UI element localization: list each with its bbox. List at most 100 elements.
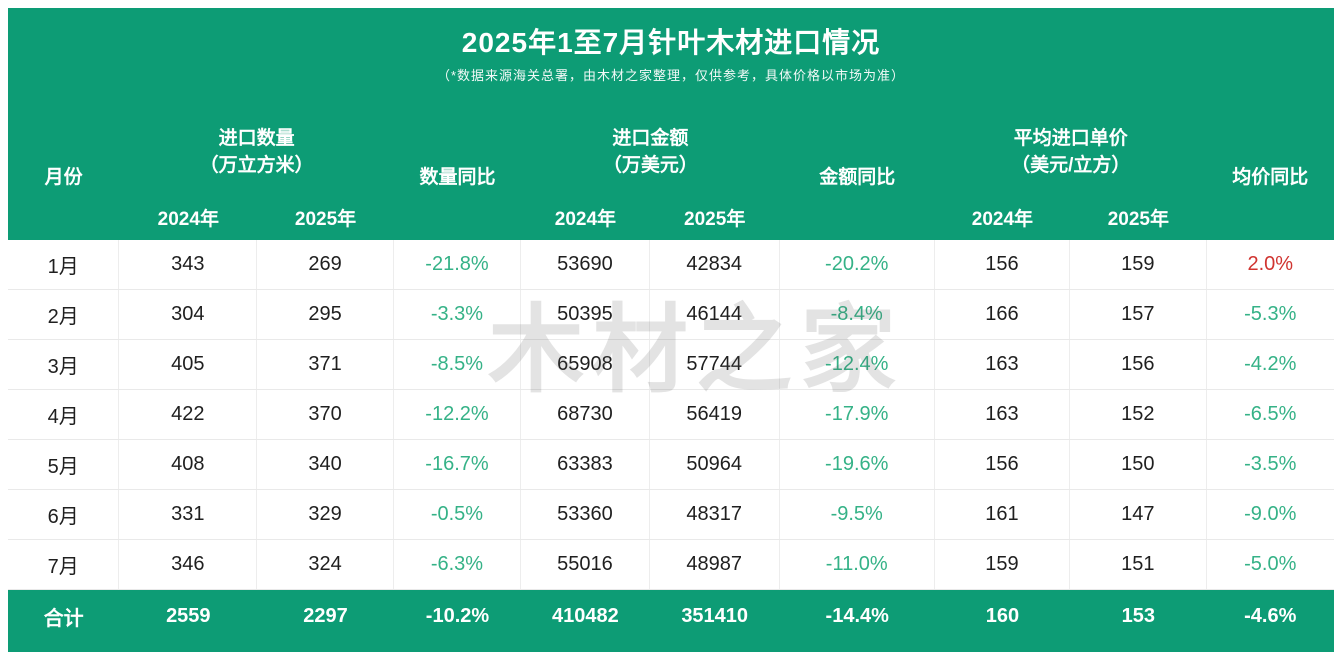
cell-amt-2024: 65908 bbox=[521, 340, 650, 389]
cell-qty-2025: 295 bbox=[257, 290, 394, 339]
cell-price-2024: 156 bbox=[935, 240, 1071, 289]
col-header-amount-yoy: 金额同比 bbox=[819, 166, 896, 188]
col-header-month: 月份 bbox=[44, 166, 83, 188]
cell-price-2024: 159 bbox=[935, 540, 1071, 589]
cell-qty-2024: 343 bbox=[119, 240, 258, 289]
cell-month: 7月 bbox=[8, 540, 120, 589]
cell-qty-2025: 371 bbox=[257, 340, 394, 389]
cell-qty-yoy: -21.8% bbox=[394, 240, 522, 289]
cell-qty-2025: 329 bbox=[257, 490, 394, 539]
cell-amt-2024: 68730 bbox=[521, 390, 650, 439]
cell-price-yoy: -9.0% bbox=[1244, 503, 1297, 525]
col-group-import-quantity-label: 进口数量 bbox=[218, 128, 295, 149]
cell-qty-yoy: -0.5% bbox=[394, 490, 522, 539]
col-group-import-quantity-unit: （万立方米） bbox=[199, 155, 314, 176]
cell-amt-yoy: -11.0% bbox=[780, 540, 935, 589]
cell-price-yoy: -5.0% bbox=[1244, 553, 1297, 575]
cell-price-2025: 159 bbox=[1070, 240, 1207, 289]
cell-price-yoy: -4.2% bbox=[1244, 353, 1297, 375]
cell-total-amt-2025: 351410 bbox=[681, 604, 749, 627]
cell-month: 1月 bbox=[8, 240, 120, 289]
cell-amt-2025: 50964 bbox=[650, 440, 780, 489]
cell-amt-2024: 53690 bbox=[521, 240, 650, 289]
cell-price-2024: 163 bbox=[935, 390, 1071, 439]
cell-total-price-yoy: -4.6% bbox=[1244, 604, 1297, 627]
col-group-import-amount: 进口金额 （万美元） bbox=[521, 110, 780, 194]
cell-amt-yoy: -9.5% bbox=[780, 490, 935, 539]
col-group-import-amount-label: 进口金额 bbox=[612, 128, 689, 149]
cell-qty-2025: 370 bbox=[257, 390, 394, 439]
cell-total-price-2025: 153 bbox=[1121, 604, 1156, 627]
cell-total-price-2024: 160 bbox=[985, 604, 1020, 627]
cell-qty-2024: 422 bbox=[119, 390, 258, 439]
cell-qty-2025: 269 bbox=[257, 240, 394, 289]
cell-amt-2025: 42834 bbox=[650, 240, 780, 289]
cell-price-2025: 150 bbox=[1070, 440, 1207, 489]
cell-qty-yoy: -8.5% bbox=[394, 340, 522, 389]
cell-amt-2025: 48317 bbox=[650, 490, 780, 539]
cell-price-2024: 163 bbox=[935, 340, 1071, 389]
cell-price-2025: 156 bbox=[1070, 340, 1207, 389]
cell-total-qty-2024: 2559 bbox=[166, 604, 211, 627]
cell-price-2025: 157 bbox=[1070, 290, 1207, 339]
cell-qty-yoy: -16.7% bbox=[394, 440, 522, 489]
table-row: 6月 331 329 -0.5% 53360 48317 -9.5% 161 1… bbox=[8, 490, 1334, 540]
col-header-quantity-yoy: 数量同比 bbox=[419, 166, 496, 188]
page-subtitle: （*数据来源海关总署，由木材之家整理，仅供参考，具体价格以市场为准） bbox=[436, 68, 906, 83]
cell-amt-2025: 56419 bbox=[650, 390, 780, 439]
cell-total-label: 合计 bbox=[43, 607, 84, 630]
table-row: 2月 304 295 -3.3% 50395 46144 -8.4% 166 1… bbox=[8, 290, 1334, 340]
col-header-price-2025: 2025年 bbox=[1107, 208, 1169, 230]
cell-price-2025: 151 bbox=[1070, 540, 1207, 589]
cell-qty-yoy: -3.3% bbox=[394, 290, 522, 339]
cell-amt-yoy: -20.2% bbox=[780, 240, 935, 289]
cell-amt-yoy: -17.9% bbox=[780, 390, 935, 439]
cell-amt-2025: 48987 bbox=[650, 540, 780, 589]
cell-qty-2025: 340 bbox=[257, 440, 394, 489]
cell-total-amt-yoy: -14.4% bbox=[825, 604, 889, 627]
cell-qty-yoy: -6.3% bbox=[394, 540, 522, 589]
col-header-price-2024: 2024年 bbox=[971, 208, 1034, 230]
cell-amt-2024: 53360 bbox=[521, 490, 650, 539]
cell-total-qty-yoy: -10.2% bbox=[425, 604, 490, 627]
cell-month: 3月 bbox=[8, 340, 120, 389]
col-group-avg-unit-price-unit: （美元/立方） bbox=[1011, 155, 1131, 176]
import-table-panel: 2025年1至7月针叶木材进口情况 （*数据来源海关总署，由木材之家整理，仅供参… bbox=[8, 8, 1334, 652]
col-group-import-quantity: 进口数量 （万立方米） bbox=[119, 110, 393, 194]
cell-amt-yoy: -19.6% bbox=[780, 440, 935, 489]
table-row: 1月 343 269 -21.8% 53690 42834 -20.2% 156… bbox=[8, 240, 1334, 290]
cell-qty-2024: 408 bbox=[119, 440, 258, 489]
cell-qty-2025: 324 bbox=[257, 540, 394, 589]
col-group-avg-unit-price-label: 平均进口单价 bbox=[1013, 128, 1128, 149]
table-body: 木材之家 1月 343 269 -21.8% 53690 42834 -20.2… bbox=[8, 240, 1334, 642]
table-row: 3月 405 371 -8.5% 65908 57744 -12.4% 163 … bbox=[8, 340, 1334, 390]
total-row: 合计 2559 2297 -10.2% 410482 351410 -14.4%… bbox=[8, 590, 1334, 642]
table-header: 2025年1至7月针叶木材进口情况 （*数据来源海关总署，由木材之家整理，仅供参… bbox=[8, 8, 1334, 240]
cell-price-yoy: -6.5% bbox=[1244, 403, 1297, 425]
cell-price-yoy: 2.0% bbox=[1247, 253, 1294, 275]
cell-price-2025: 147 bbox=[1070, 490, 1207, 539]
col-header-qty-2024: 2024年 bbox=[157, 208, 219, 230]
cell-month: 4月 bbox=[8, 390, 120, 439]
col-header-amt-2024: 2024年 bbox=[554, 208, 617, 230]
cell-amt-2025: 46144 bbox=[650, 290, 780, 339]
cell-amt-2025: 57744 bbox=[650, 340, 780, 389]
cell-amt-2024: 50395 bbox=[521, 290, 650, 339]
cell-amt-2024: 63383 bbox=[521, 440, 650, 489]
cell-qty-yoy: -12.2% bbox=[394, 390, 522, 439]
col-group-avg-unit-price: 平均进口单价 （美元/立方） bbox=[935, 110, 1207, 194]
cell-price-yoy: -5.3% bbox=[1244, 303, 1297, 325]
cell-amt-yoy: -8.4% bbox=[780, 290, 935, 339]
cell-month: 2月 bbox=[8, 290, 120, 339]
column-headers: 月份 进口数量 （万立方米） 数量同比 进口金额 （万美元） 金额同比 平均进口… bbox=[8, 110, 1334, 240]
col-header-price-yoy: 均价同比 bbox=[1232, 166, 1309, 188]
cell-amt-2024: 55016 bbox=[521, 540, 650, 589]
page-title: 2025年1至7月针叶木材进口情况 bbox=[461, 27, 881, 58]
cell-month: 6月 bbox=[8, 490, 120, 539]
cell-price-yoy: -3.5% bbox=[1244, 453, 1297, 475]
col-header-qty-2025: 2025年 bbox=[294, 208, 357, 230]
cell-price-2024: 166 bbox=[935, 290, 1071, 339]
cell-qty-2024: 346 bbox=[119, 540, 258, 589]
cell-qty-2024: 405 bbox=[119, 340, 258, 389]
cell-qty-2024: 304 bbox=[119, 290, 258, 339]
